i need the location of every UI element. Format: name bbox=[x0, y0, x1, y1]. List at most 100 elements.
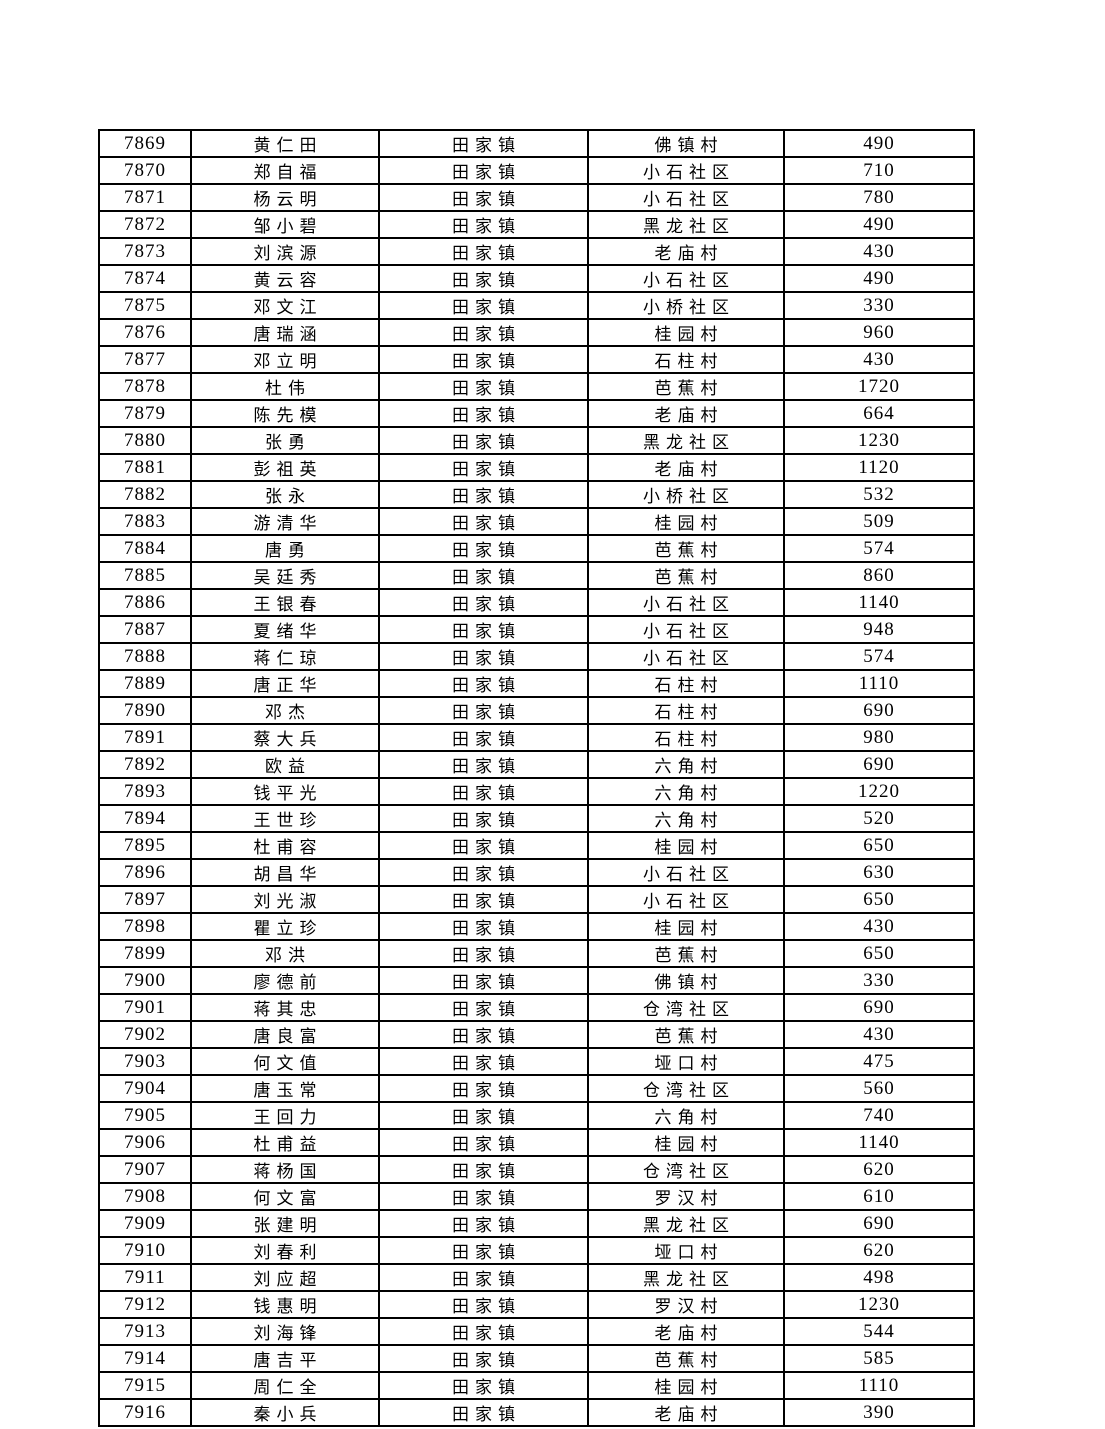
amount-cell: 490 bbox=[783, 210, 975, 239]
table-row: 7870 郑自福 田家镇 小石社区 710 bbox=[98, 156, 975, 185]
town-cell: 田家镇 bbox=[378, 939, 589, 968]
name-cell: 蒋仁琼 bbox=[190, 642, 380, 671]
name-cell: 瞿立珍 bbox=[190, 912, 380, 941]
name-cell: 刘滨源 bbox=[190, 237, 380, 266]
serial-number-cell: 7900 bbox=[98, 966, 192, 995]
village-cell: 佛镇村 bbox=[587, 129, 785, 158]
town-cell: 田家镇 bbox=[378, 831, 589, 860]
amount-cell: 1230 bbox=[783, 1290, 975, 1319]
amount-cell: 630 bbox=[783, 858, 975, 887]
serial-number-cell: 7871 bbox=[98, 183, 192, 212]
village-cell: 桂园村 bbox=[587, 912, 785, 941]
name-cell: 吴廷秀 bbox=[190, 561, 380, 590]
name-cell: 杜甫益 bbox=[190, 1128, 380, 1157]
town-cell: 田家镇 bbox=[378, 1074, 589, 1103]
village-cell: 佛镇村 bbox=[587, 966, 785, 995]
name-cell: 何文值 bbox=[190, 1047, 380, 1076]
name-cell: 蒋其忠 bbox=[190, 993, 380, 1022]
amount-cell: 1120 bbox=[783, 453, 975, 482]
town-cell: 田家镇 bbox=[378, 129, 589, 158]
serial-number-cell: 7892 bbox=[98, 750, 192, 779]
table-row: 7910 刘春利 田家镇 垭口村 620 bbox=[98, 1236, 975, 1265]
town-cell: 田家镇 bbox=[378, 642, 589, 671]
serial-number-cell: 7909 bbox=[98, 1209, 192, 1238]
amount-cell: 960 bbox=[783, 318, 975, 347]
serial-number-cell: 7879 bbox=[98, 399, 192, 428]
amount-cell: 690 bbox=[783, 696, 975, 725]
amount-cell: 1110 bbox=[783, 669, 975, 698]
table-row: 7915 周仁全 田家镇 桂园村 1110 bbox=[98, 1371, 975, 1400]
table-row: 7891 蔡大兵 田家镇 石柱村 980 bbox=[98, 723, 975, 752]
name-cell: 蔡大兵 bbox=[190, 723, 380, 752]
amount-cell: 664 bbox=[783, 399, 975, 428]
town-cell: 田家镇 bbox=[378, 345, 589, 374]
amount-cell: 690 bbox=[783, 750, 975, 779]
amount-cell: 1140 bbox=[783, 588, 975, 617]
village-cell: 小石社区 bbox=[587, 156, 785, 185]
table-row: 7897 刘光淑 田家镇 小石社区 650 bbox=[98, 885, 975, 914]
table-row: 7916 秦小兵 田家镇 老庙村 390 bbox=[98, 1398, 975, 1427]
village-cell: 老庙村 bbox=[587, 1398, 785, 1427]
name-cell: 周仁全 bbox=[190, 1371, 380, 1400]
serial-number-cell: 7903 bbox=[98, 1047, 192, 1076]
table-row: 7890 邓杰 田家镇 石柱村 690 bbox=[98, 696, 975, 725]
serial-number-cell: 7907 bbox=[98, 1155, 192, 1184]
village-cell: 芭蕉村 bbox=[587, 534, 785, 563]
village-cell: 石柱村 bbox=[587, 669, 785, 698]
serial-number-cell: 7910 bbox=[98, 1236, 192, 1265]
village-cell: 垭口村 bbox=[587, 1236, 785, 1265]
amount-cell: 1110 bbox=[783, 1371, 975, 1400]
table-row: 7914 唐吉平 田家镇 芭蕉村 585 bbox=[98, 1344, 975, 1373]
name-cell: 钱惠明 bbox=[190, 1290, 380, 1319]
serial-number-cell: 7885 bbox=[98, 561, 192, 590]
village-cell: 小石社区 bbox=[587, 588, 785, 617]
name-cell: 游清华 bbox=[190, 507, 380, 536]
village-cell: 小石社区 bbox=[587, 264, 785, 293]
serial-number-cell: 7872 bbox=[98, 210, 192, 239]
village-cell: 六角村 bbox=[587, 1101, 785, 1130]
name-cell: 唐玉常 bbox=[190, 1074, 380, 1103]
name-cell: 唐正华 bbox=[190, 669, 380, 698]
serial-number-cell: 7915 bbox=[98, 1371, 192, 1400]
table-row: 7888 蒋仁琼 田家镇 小石社区 574 bbox=[98, 642, 975, 671]
amount-cell: 430 bbox=[783, 912, 975, 941]
name-cell: 王银春 bbox=[190, 588, 380, 617]
serial-number-cell: 7888 bbox=[98, 642, 192, 671]
serial-number-cell: 7881 bbox=[98, 453, 192, 482]
village-cell: 小石社区 bbox=[587, 615, 785, 644]
table-row: 7892 欧益 田家镇 六角村 690 bbox=[98, 750, 975, 779]
table-row: 7911 刘应超 田家镇 黑龙社区 498 bbox=[98, 1263, 975, 1292]
table-row: 7903 何文值 田家镇 垭口村 475 bbox=[98, 1047, 975, 1076]
serial-number-cell: 7869 bbox=[98, 129, 192, 158]
town-cell: 田家镇 bbox=[378, 1317, 589, 1346]
town-cell: 田家镇 bbox=[378, 723, 589, 752]
name-cell: 邓杰 bbox=[190, 696, 380, 725]
town-cell: 田家镇 bbox=[378, 561, 589, 590]
serial-number-cell: 7895 bbox=[98, 831, 192, 860]
amount-cell: 430 bbox=[783, 237, 975, 266]
amount-cell: 509 bbox=[783, 507, 975, 536]
amount-cell: 330 bbox=[783, 966, 975, 995]
name-cell: 王世珍 bbox=[190, 804, 380, 833]
name-cell: 邓洪 bbox=[190, 939, 380, 968]
amount-cell: 948 bbox=[783, 615, 975, 644]
amount-cell: 740 bbox=[783, 1101, 975, 1130]
name-cell: 杜伟 bbox=[190, 372, 380, 401]
amount-cell: 585 bbox=[783, 1344, 975, 1373]
table-row: 7869 黄仁田 田家镇 佛镇村 490 bbox=[98, 129, 975, 158]
serial-number-cell: 7886 bbox=[98, 588, 192, 617]
amount-cell: 610 bbox=[783, 1182, 975, 1211]
serial-number-cell: 7908 bbox=[98, 1182, 192, 1211]
serial-number-cell: 7873 bbox=[98, 237, 192, 266]
town-cell: 田家镇 bbox=[378, 993, 589, 1022]
table-row: 7908 何文富 田家镇 罗汉村 610 bbox=[98, 1182, 975, 1211]
table-row: 7901 蒋其忠 田家镇 仓湾社区 690 bbox=[98, 993, 975, 1022]
town-cell: 田家镇 bbox=[378, 1209, 589, 1238]
town-cell: 田家镇 bbox=[378, 372, 589, 401]
name-cell: 蒋杨国 bbox=[190, 1155, 380, 1184]
amount-cell: 430 bbox=[783, 1020, 975, 1049]
serial-number-cell: 7898 bbox=[98, 912, 192, 941]
table-row: 7907 蒋杨国 田家镇 仓湾社区 620 bbox=[98, 1155, 975, 1184]
table-row: 7877 邓立明 田家镇 石柱村 430 bbox=[98, 345, 975, 374]
serial-number-cell: 7916 bbox=[98, 1398, 192, 1427]
